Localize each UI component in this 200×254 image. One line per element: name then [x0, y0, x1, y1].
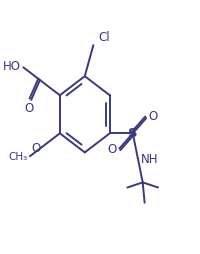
Text: CH₃: CH₃ — [9, 152, 28, 162]
Text: HO: HO — [2, 59, 20, 73]
Text: O: O — [149, 110, 158, 123]
Text: S: S — [128, 127, 138, 140]
Text: Cl: Cl — [98, 31, 110, 44]
Text: O: O — [31, 142, 41, 155]
Text: O: O — [24, 102, 33, 115]
Text: NH: NH — [141, 153, 158, 166]
Text: O: O — [108, 143, 117, 156]
